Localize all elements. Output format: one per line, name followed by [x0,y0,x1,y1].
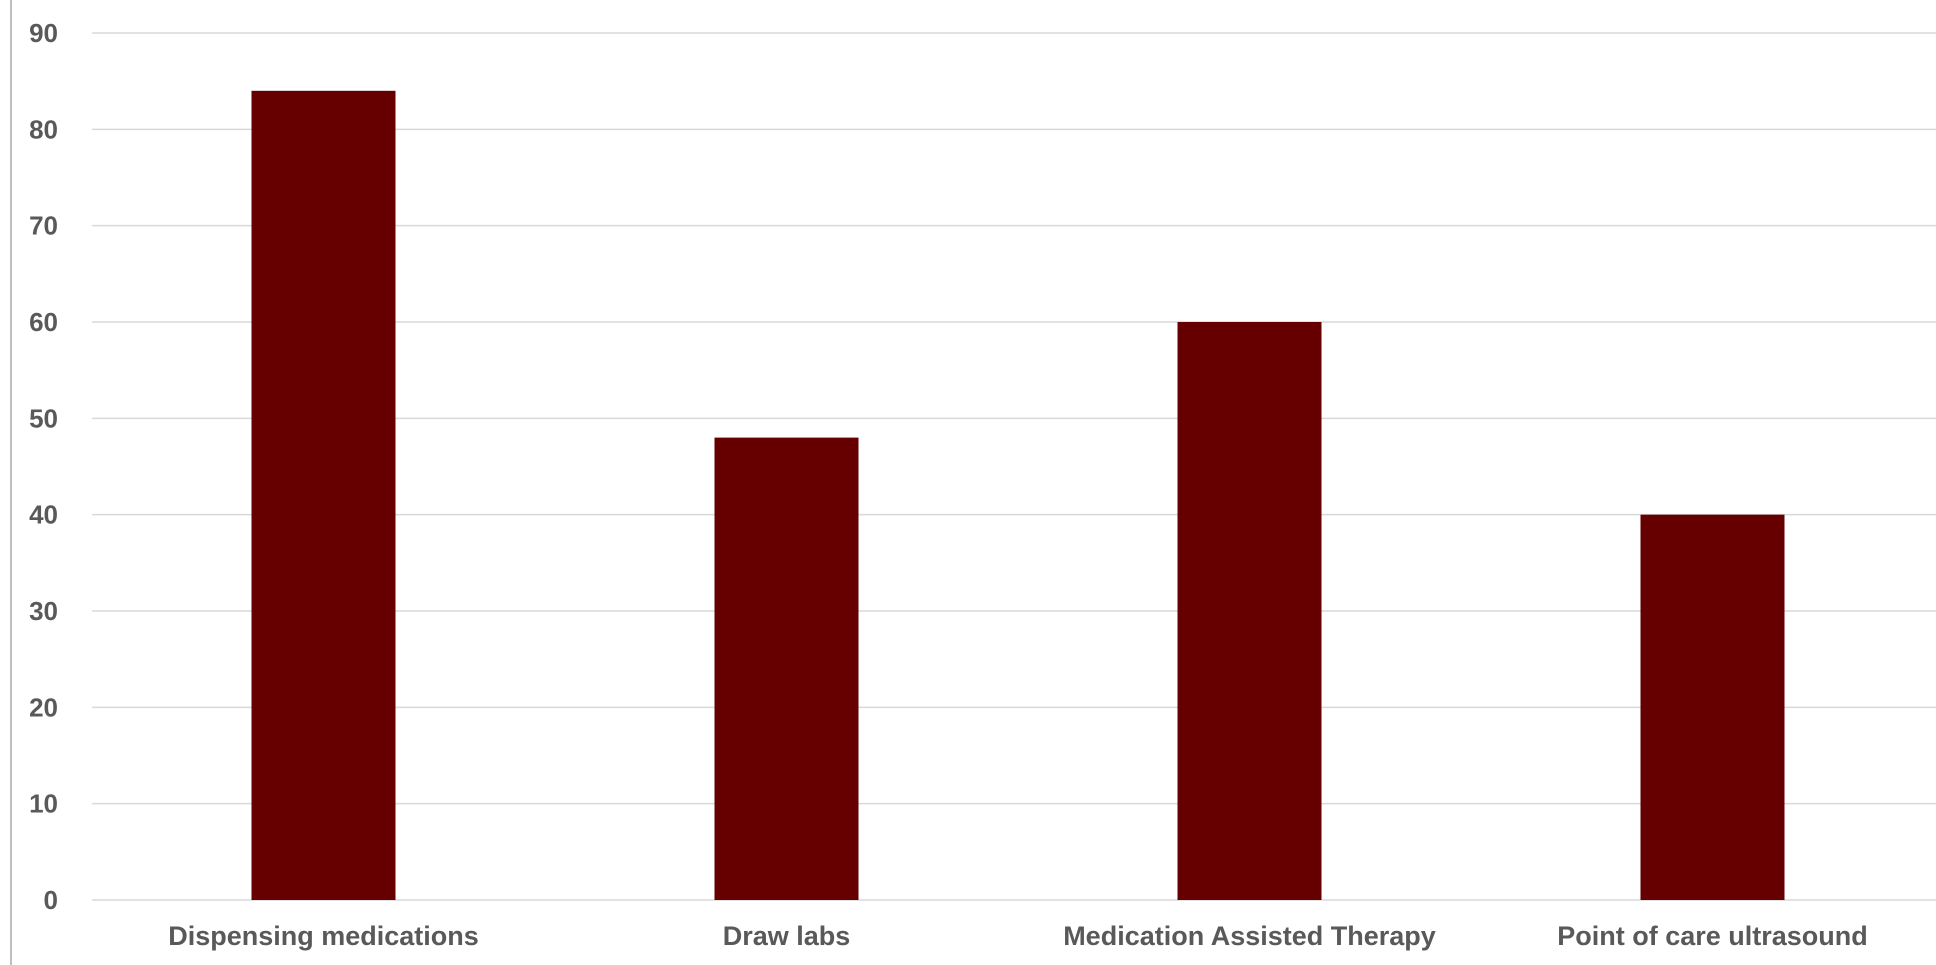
y-tick-label: 20 [29,692,58,722]
x-category-label: Dispensing medications [168,921,479,951]
y-tick-label: 40 [29,500,58,530]
y-tick-label: 0 [44,885,58,915]
y-tick-label: 10 [29,789,58,819]
y-tick-label: 70 [29,211,58,241]
y-axis-tick-labels: 0 10 20 30 40 50 60 70 80 90 [29,18,58,915]
bars [251,90,1785,901]
bar [1177,322,1322,900]
bar [714,437,859,900]
x-category-label: Draw labs [723,921,851,951]
gridlines [92,32,1936,901]
y-tick-label: 50 [29,403,58,433]
x-axis-category-labels: Dispensing medications Draw labs Medicatio… [168,921,1868,951]
y-tick-label: 80 [29,114,58,144]
x-category-label: Point of care ultrasound [1557,921,1868,951]
y-tick-label: 60 [29,307,58,337]
bar [1640,514,1785,900]
y-tick-label: 30 [29,596,58,626]
x-category-label: Medication Assisted Therapy [1063,921,1436,951]
bar [251,90,396,901]
y-tick-label: 90 [29,18,58,48]
